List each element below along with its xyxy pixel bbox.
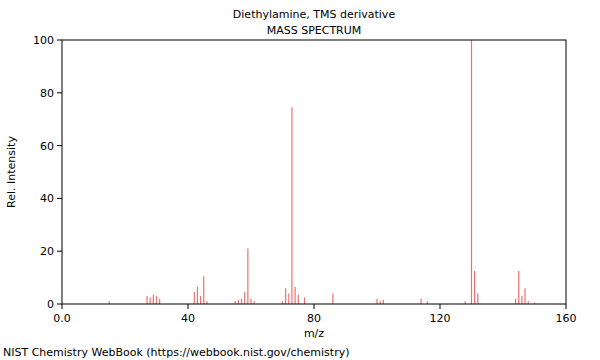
peak: [153, 295, 154, 304]
peak: [285, 288, 286, 304]
chart: Diethylamine, TMS derivative MASS SPECTRU…: [0, 0, 600, 360]
peak: [159, 299, 160, 304]
x-axis-label: m/z: [304, 327, 324, 340]
peak: [376, 299, 377, 304]
peak: [156, 296, 157, 304]
peak: [200, 296, 201, 304]
peak: [524, 288, 525, 304]
x-tick-label: 120: [430, 312, 451, 325]
y-tick-label: 80: [40, 87, 54, 100]
x-tick-label: 0.0: [53, 312, 71, 325]
y-tick: [57, 198, 62, 199]
peak: [250, 299, 251, 304]
peak: [515, 299, 516, 304]
peak: [197, 287, 198, 304]
peak: [150, 297, 151, 304]
peak: [471, 40, 472, 304]
y-tick-label: 60: [40, 140, 54, 153]
plot-frame: [62, 40, 566, 304]
peak: [194, 292, 195, 304]
x-tick: [440, 304, 441, 309]
peak: [247, 249, 248, 304]
y-tick: [57, 251, 62, 252]
x-tick-label: 80: [307, 312, 321, 325]
peak: [291, 107, 292, 304]
peak: [241, 299, 242, 304]
x-tick-label: 40: [181, 312, 195, 325]
peak: [421, 299, 422, 304]
marks: [109, 40, 534, 304]
y-tick: [57, 145, 62, 146]
y-tick-label: 0: [47, 298, 54, 311]
peak: [295, 287, 296, 304]
title: Diethylamine, TMS derivative: [233, 8, 396, 21]
peak: [518, 271, 519, 304]
peak: [477, 293, 478, 304]
peak: [244, 292, 245, 304]
peak: [288, 293, 289, 304]
peak: [474, 271, 475, 304]
peak: [521, 296, 522, 304]
peak: [238, 300, 239, 304]
y-tick: [57, 304, 62, 305]
x-tick: [188, 304, 189, 309]
peak: [383, 300, 384, 304]
x-tick: [566, 304, 567, 309]
x-tick: [314, 304, 315, 309]
y-tick-label: 40: [40, 192, 54, 205]
y-tick: [57, 92, 62, 93]
subtitle: MASS SPECTRUM: [267, 24, 362, 37]
y-tick-label: 20: [40, 245, 54, 258]
peak: [146, 296, 147, 304]
x-tick: [62, 304, 63, 309]
y-tick-label: 100: [33, 34, 54, 47]
y-tick: [57, 40, 62, 41]
y-axis-label: Rel. Intensity: [5, 136, 18, 208]
x-tick-label: 160: [556, 312, 577, 325]
chart-root: Diethylamine, TMS derivative MASS SPECTRU…: [0, 0, 600, 360]
peak: [332, 293, 333, 304]
peak: [203, 276, 204, 304]
peak: [304, 297, 305, 304]
source-note: NIST Chemistry WebBook (https://webbook.…: [3, 346, 350, 359]
peak: [298, 295, 299, 304]
